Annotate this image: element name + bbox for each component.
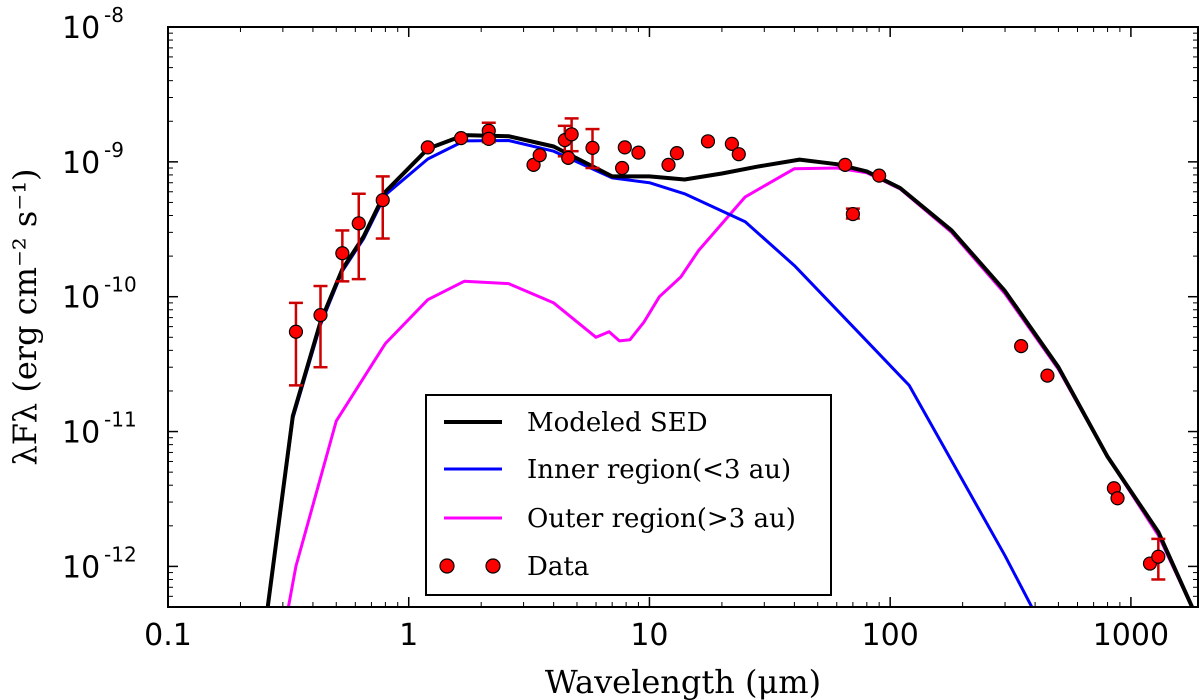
data-point xyxy=(351,216,366,231)
data-point xyxy=(1014,339,1029,354)
data-point xyxy=(1151,549,1166,564)
data-point xyxy=(453,131,469,146)
plot-frame xyxy=(167,26,1199,608)
data-point xyxy=(669,146,684,161)
data-point xyxy=(481,131,496,146)
data-point xyxy=(661,157,676,172)
y-tick-label: 10 xyxy=(62,146,100,181)
y-tick-label: 10 xyxy=(62,550,100,585)
legend-label-outer-region: Outer region(>3 au) xyxy=(527,504,796,534)
legend-marker-data-1 xyxy=(439,558,455,574)
data-point xyxy=(335,246,350,261)
legend-marker-data-2 xyxy=(485,558,501,574)
legend-label-data: Data xyxy=(527,552,589,582)
legend-label-modeled-sed: Modeled SED xyxy=(527,408,708,438)
data-point xyxy=(1040,368,1055,383)
x-tick-label: 10 xyxy=(630,618,668,653)
x-axis-ticks: 0.1 1 10 100 1000 xyxy=(144,27,1169,653)
legend: Modeled SED Inner region(<3 au) Outer re… xyxy=(425,394,832,596)
y-axis-label: λFλ (erg cm⁻² s⁻¹) xyxy=(6,168,44,465)
data-point xyxy=(845,206,860,222)
data-point xyxy=(288,324,304,339)
legend-label-inner-region: Inner region(<3 au) xyxy=(527,455,791,485)
data-point xyxy=(532,148,547,163)
x-tick-label: 1 xyxy=(399,618,418,653)
y-tick-label: 10 xyxy=(62,281,100,316)
data-point xyxy=(420,140,435,155)
data-point xyxy=(564,127,579,142)
data-points-layer xyxy=(288,117,1166,581)
data-point xyxy=(375,193,390,208)
data-point xyxy=(313,308,328,323)
data-point xyxy=(872,168,887,183)
y-tick-label: 10 xyxy=(62,416,100,451)
data-point xyxy=(838,157,853,172)
y-tick-exponent: -9 xyxy=(104,138,124,162)
data-point xyxy=(617,140,632,155)
y-tick-exponent: -8 xyxy=(104,3,124,27)
x-tick-label: 0.1 xyxy=(144,618,192,653)
data-point xyxy=(700,134,716,149)
y-tick-label: 10 xyxy=(62,11,100,46)
data-point xyxy=(615,160,630,176)
data-point xyxy=(724,136,739,151)
y-tick-exponent: -10 xyxy=(104,273,137,297)
data-point xyxy=(561,150,576,165)
series-line-modeled-sed xyxy=(265,133,1195,607)
x-tick-label: 1000 xyxy=(1093,618,1169,653)
data-point xyxy=(731,147,746,162)
y-tick-exponent: -11 xyxy=(104,408,137,432)
data-point xyxy=(585,140,600,155)
data-point xyxy=(631,145,646,160)
x-tick-label: 100 xyxy=(862,618,919,653)
x-axis-label: Wavelength (μm) xyxy=(545,663,821,700)
y-tick-exponent: -12 xyxy=(104,542,137,566)
data-point xyxy=(1110,491,1125,506)
